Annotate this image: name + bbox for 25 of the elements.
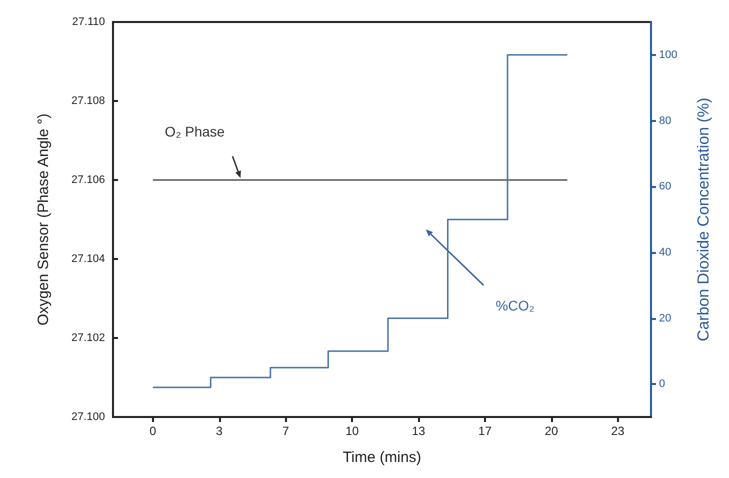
y-tick-label: 27.108 [71, 95, 105, 107]
text: %CO₂ [496, 298, 534, 314]
y-tick-label: 27.106 [71, 174, 105, 186]
x-axis-title: Time (mins) [342, 449, 422, 466]
y2-axis-title: Carbon Dioxide Concentration (%) [696, 98, 712, 342]
x-tick-label: 7 [282, 424, 290, 438]
x-tick-label: 20 [544, 424, 558, 438]
y-tick-label: 27.102 [71, 332, 105, 344]
x-tick-label: 0 [150, 424, 157, 438]
x-tick-label: 10 [345, 424, 360, 438]
y2-tick-label: 40 [659, 246, 672, 258]
x-tick-label: 17 [478, 424, 492, 438]
y2-tick-label: 100 [659, 48, 678, 61]
y2-tick-label: 60 [659, 180, 672, 193]
y-axis-title: Oxygen Sensor (Phase Angle °) [35, 114, 52, 326]
y-tick-label: 27.104 [71, 253, 105, 265]
x-tick-label: 23 [611, 424, 625, 438]
text: O₂ Phase [164, 124, 225, 140]
y2-tick-label: 0 [659, 378, 666, 390]
y-tick-label: 27.110 [72, 16, 105, 28]
y2-tick-label: 20 [659, 312, 672, 324]
x-tick-label: 3 [216, 424, 223, 438]
x-tick-label: 13 [412, 424, 426, 438]
y2-tick-label: 80 [659, 114, 672, 127]
y-tick-label: 27.100 [71, 411, 105, 423]
